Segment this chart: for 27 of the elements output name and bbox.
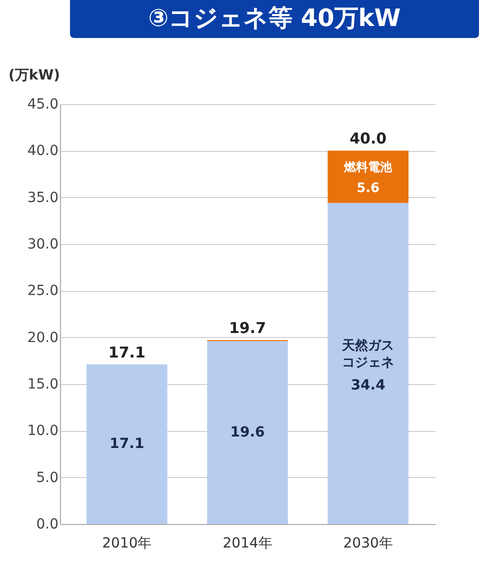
total-label: 19.7 [228,319,266,338]
bar [86,364,168,524]
y-tick-label: 25.0 [27,283,58,300]
y-tick-label: 30.0 [27,236,58,252]
y-tick-label: 45.0 [27,96,58,112]
y-tick-label: 5.0 [36,470,58,486]
y-tick-label: 40.0 [27,143,58,160]
data-label: 34.4 [350,377,386,394]
x-tick-label: 2014年 [222,536,272,552]
total-label: 40.0 [350,130,387,148]
data-label: 19.6 [230,424,265,441]
data-label: 17.1 [110,436,144,452]
y-tick-label: 10.0 [27,423,58,440]
y-axis-title: (万kW) [8,68,60,84]
x-tick-label: 2030年 [343,536,393,552]
y-tick-label: 20.0 [27,330,58,346]
series-label: 燃料電池 [343,160,394,174]
series-label: 天然ガスコジェネ [341,338,394,370]
y-tick-label: 15.0 [27,376,58,392]
data-label: 5.6 [356,180,380,196]
y-tick-label: 35.0 [27,190,58,206]
chart-title: ③コジェネ等 40万kW [70,0,479,38]
y-tick-label: 0.0 [36,516,58,532]
total-label: 17.1 [108,343,146,362]
bar [207,341,288,524]
x-tick-label: 2010年 [102,536,152,552]
bar [328,202,408,524]
